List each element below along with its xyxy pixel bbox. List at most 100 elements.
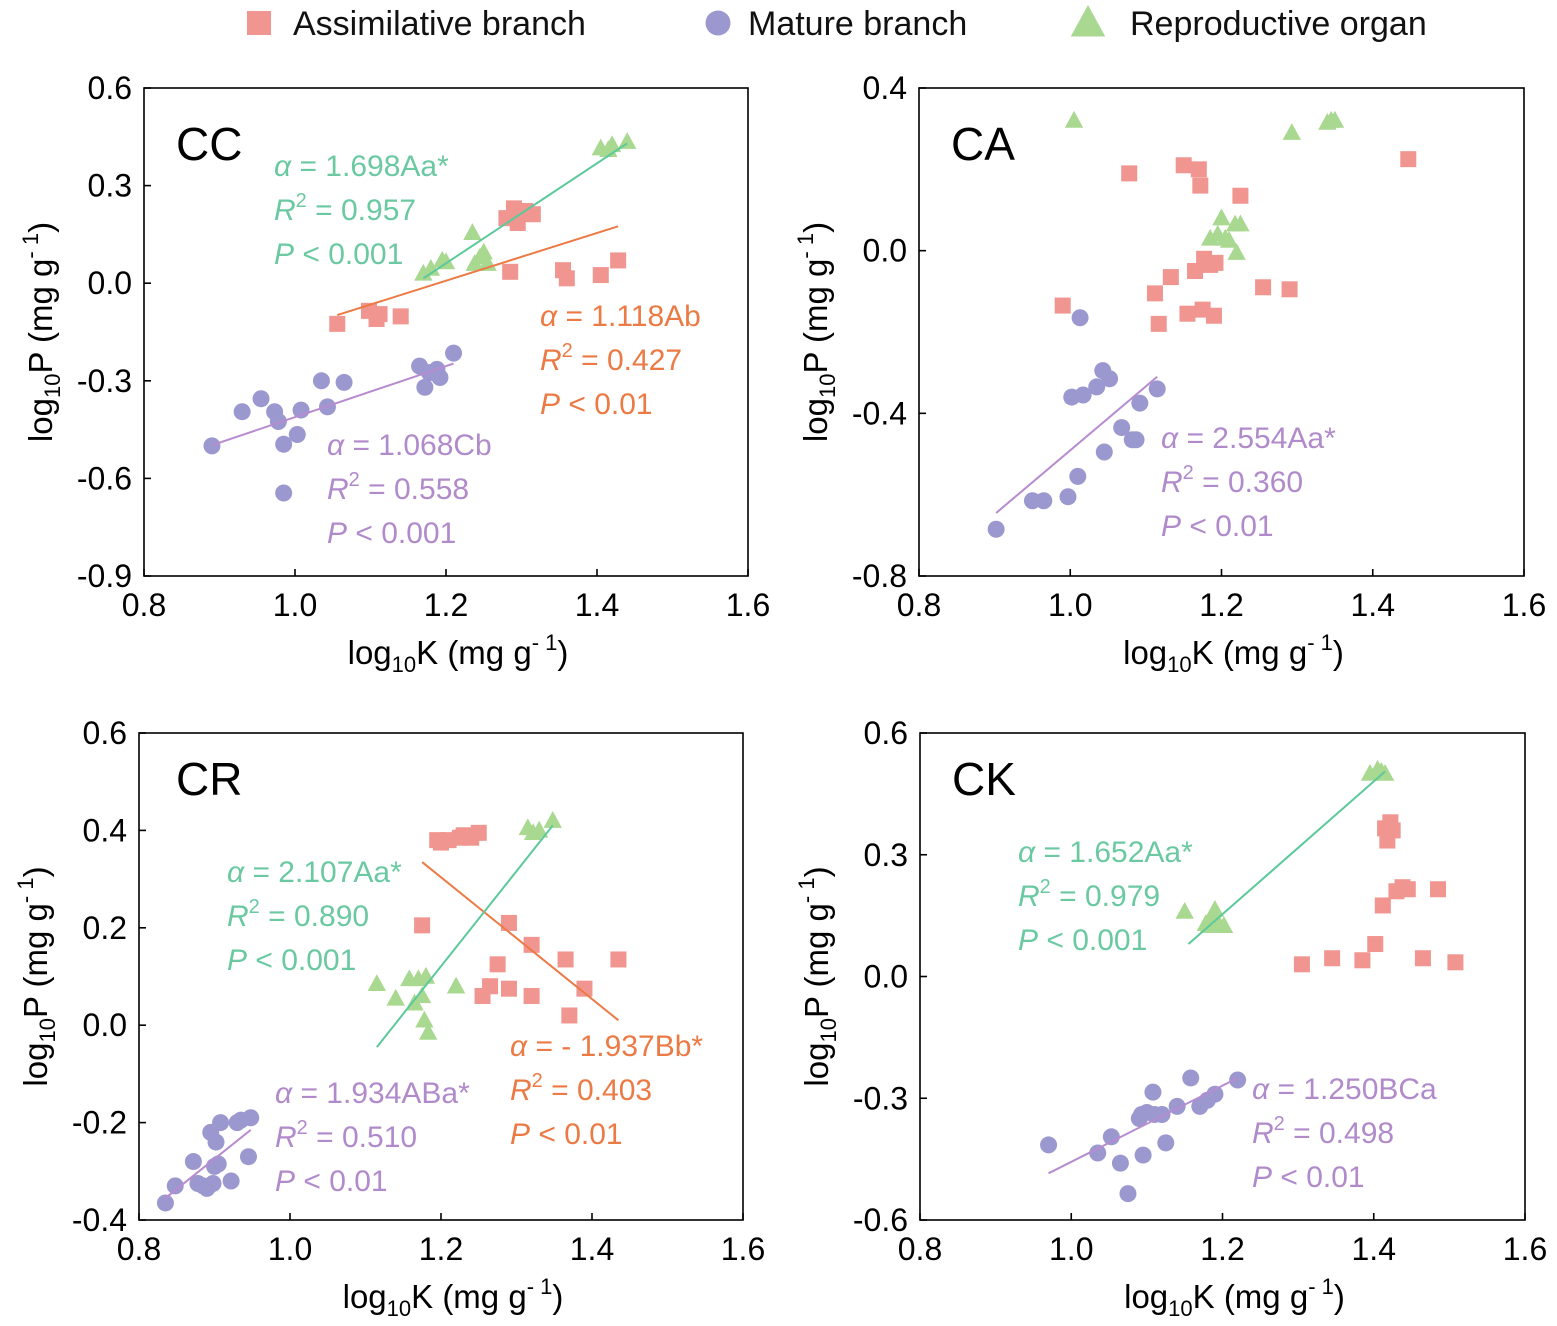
data-point: [523, 987, 540, 1004]
data-point: [1179, 305, 1196, 322]
data-point: [523, 936, 540, 953]
data-point: [421, 258, 441, 276]
data-point: [1447, 954, 1464, 971]
y-tick-label: -0.4: [72, 1202, 127, 1238]
data-point: [557, 951, 574, 968]
series-triangle: [367, 811, 562, 1040]
stats-r2: R2 = 0.360: [1161, 462, 1303, 499]
x-tick-label: 1.0: [268, 1231, 312, 1267]
data-point: [1206, 1085, 1224, 1103]
stats-alpha: α = 1.698Aa*: [274, 150, 449, 183]
legend-item: Assimilative branch: [247, 5, 586, 43]
stats-alpha: α = 1.118Ab: [540, 300, 701, 333]
stats-p: P < 0.001: [327, 517, 456, 550]
y-tick-label: -0.2: [72, 1105, 127, 1141]
fit-line-triangle: [1187, 770, 1386, 945]
plot-frame: [919, 732, 1526, 1221]
stats-alpha: α = 2.107Aa*: [227, 856, 402, 889]
data-point: [1367, 936, 1384, 953]
y-tick-label: 0.0: [83, 1007, 127, 1043]
fit-line-circle: [211, 362, 454, 447]
y-axis-label: log10P (mg g- 1): [13, 866, 60, 1086]
data-point: [1324, 950, 1341, 967]
legend: Assimilative branch Mature branch Reproduc…: [247, 5, 1427, 43]
panel-label: CR: [176, 753, 242, 805]
legend-marker-square: [247, 11, 271, 35]
stats-p: P < 0.01: [1252, 1161, 1365, 1194]
panels: 0.8 1.0 1.2 1.4 1.6 -0.9 -0.6 -0.3 0.0 0.3 0.6 log1…: [13, 70, 1547, 1321]
y-axis-label: log10P (mg g- 1): [18, 222, 65, 442]
data-point: [500, 980, 517, 997]
stats-circle: α = 2.554Aa* R2 = 0.360 P < 0.01: [1161, 422, 1336, 543]
stats-p: P < 0.001: [274, 238, 403, 271]
data-point: [1054, 297, 1071, 314]
x-tick-label: 1.0: [273, 587, 317, 623]
y-tick-label: 0.6: [88, 70, 132, 106]
stats-triangle: α = 2.107Aa* R2 = 0.890 P < 0.001: [227, 856, 402, 977]
stats-alpha: α = 1.068Cb: [327, 429, 492, 462]
data-point: [1187, 263, 1204, 279]
y-tick-label: 0.0: [863, 233, 907, 269]
data-point: [312, 372, 330, 390]
data-point: [416, 378, 434, 396]
stats-square: α = - 1.937Bb* R2 = 0.403 P < 0.01: [510, 1030, 703, 1151]
data-point: [275, 435, 293, 453]
x-tick-label: 0.8: [117, 1231, 161, 1267]
stats-r2: R2 = 0.427: [540, 340, 682, 377]
y-tick-label: 0.0: [864, 959, 908, 995]
data-point: [204, 1174, 222, 1192]
legend-item: Mature branch: [705, 5, 967, 43]
x-tick-label: 1.2: [1200, 1231, 1244, 1267]
stats-triangle: α = 1.652Aa* R2 = 0.979 P < 0.001: [1018, 836, 1193, 957]
data-point: [1035, 492, 1053, 510]
y-tick-label: -0.6: [853, 1202, 908, 1238]
x-tick-label: 1.4: [575, 587, 619, 623]
data-point: [482, 978, 499, 995]
data-point: [371, 306, 388, 323]
data-point: [414, 917, 431, 934]
data-point: [1089, 1144, 1107, 1162]
stats-r2: R2 = 0.957: [274, 190, 416, 227]
y-tick-label: -0.3: [853, 1080, 908, 1116]
data-point: [558, 270, 575, 287]
data-point: [239, 1148, 257, 1166]
legend-label: Mature branch: [748, 5, 967, 43]
x-tick-label: 0.8: [897, 587, 941, 623]
data-point: [1282, 123, 1302, 140]
data-point: [1069, 467, 1087, 485]
data-point: [1040, 1136, 1058, 1154]
data-point: [288, 425, 306, 443]
y-tick-label: 0.3: [88, 168, 132, 204]
data-point: [209, 1155, 227, 1173]
series-circle: [156, 1109, 260, 1212]
data-point: [602, 135, 622, 153]
data-point: [1232, 187, 1249, 204]
stats-circle: α = 1.068Cb R2 = 0.558 P < 0.001: [327, 429, 492, 550]
data-point: [1205, 307, 1222, 324]
fit-line-circle: [1048, 1077, 1239, 1175]
y-tick-label: 0.0: [88, 265, 132, 301]
x-axis-label: log10K (mg g- 1): [348, 630, 569, 677]
fit-line-triangle: [376, 824, 554, 1048]
data-point: [610, 252, 627, 269]
stats-square: α = 1.118Ab R2 = 0.427 P < 0.01: [540, 300, 701, 421]
data-point: [392, 308, 409, 325]
data-point: [445, 344, 463, 362]
stats-triangle: α = 1.698Aa* R2 = 0.957 P < 0.001: [274, 150, 449, 271]
data-point: [1175, 901, 1194, 919]
stats-circle: α = 1.934ABa* R2 = 0.510 P < 0.01: [275, 1077, 470, 1198]
y-tick-label: 0.2: [83, 910, 127, 946]
data-point: [987, 520, 1005, 538]
fit-line-circle: [995, 375, 1158, 514]
y-tick-label: -0.8: [852, 558, 907, 594]
data-point: [1430, 881, 1447, 898]
x-tick-label: 0.8: [898, 1231, 942, 1267]
data-point: [610, 951, 627, 968]
stats-p: P < 0.001: [1018, 924, 1147, 957]
series-square: [414, 824, 627, 1024]
data-point: [1059, 488, 1077, 506]
data-point: [1088, 378, 1106, 396]
stats-r2: R2 = 0.890: [227, 896, 369, 933]
data-point: [1153, 1105, 1171, 1123]
